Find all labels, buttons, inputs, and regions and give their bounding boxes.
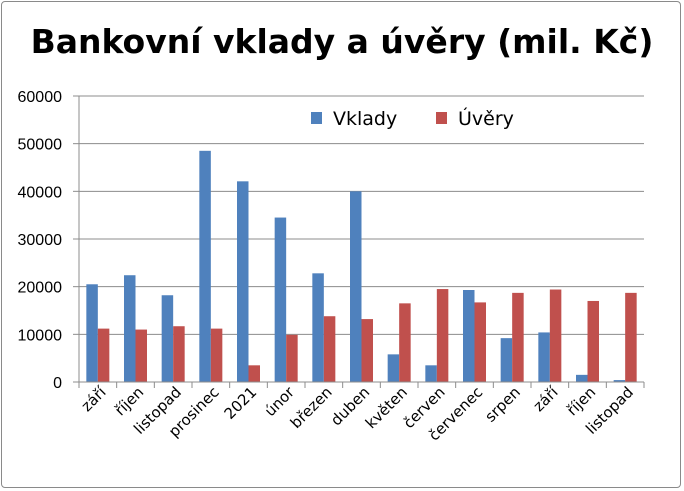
y-tick-label: 40000 bbox=[18, 184, 63, 201]
bar-uvery bbox=[173, 326, 185, 382]
y-tick-label: 60000 bbox=[18, 89, 63, 106]
bar-uvery bbox=[210, 328, 223, 382]
bar-uvery bbox=[361, 319, 373, 382]
x-tick-label: březen bbox=[287, 383, 336, 432]
bar-uvery bbox=[286, 334, 298, 382]
bar-uvery bbox=[97, 328, 110, 382]
bar-vklady bbox=[425, 365, 437, 382]
bar-uvery bbox=[512, 292, 524, 382]
bar-uvery bbox=[323, 316, 336, 382]
legend-label: Úvěry bbox=[458, 106, 514, 130]
legend-swatch bbox=[436, 112, 447, 124]
bar-vklady bbox=[199, 150, 211, 382]
legend-label: Vklady bbox=[333, 108, 397, 130]
bar-vklady bbox=[124, 275, 136, 382]
bar-vklady bbox=[161, 295, 174, 382]
bar-vklady bbox=[613, 380, 626, 382]
bar-vklady bbox=[274, 217, 287, 382]
bar-vklady bbox=[387, 354, 400, 382]
x-tick-label: září bbox=[78, 383, 111, 416]
x-tick-label: 2021 bbox=[221, 383, 261, 423]
y-tick-label: 50000 bbox=[18, 137, 63, 154]
bar-vklady bbox=[237, 181, 249, 382]
legend: Vklady Úvěry bbox=[311, 106, 514, 130]
y-tick-label: 30000 bbox=[18, 232, 63, 249]
bar-vklady bbox=[538, 332, 550, 382]
bar-vklady bbox=[312, 273, 324, 382]
bar-vklady bbox=[463, 290, 475, 382]
bar-uvery bbox=[587, 300, 599, 382]
legend-swatch bbox=[311, 112, 322, 124]
chart-title: Bankovní vklady a úvěry (mil. Kč) bbox=[31, 22, 654, 61]
y-tick-label: 0 bbox=[53, 375, 62, 392]
bar-vklady bbox=[350, 191, 362, 382]
bar-uvery bbox=[436, 289, 449, 382]
bar-uvery bbox=[399, 303, 411, 382]
x-tick-label: září bbox=[530, 383, 563, 416]
y-tick-labels: 0 10000 20000 30000 40000 50000 60000 bbox=[18, 89, 63, 392]
bar-uvery bbox=[625, 292, 637, 382]
bar-vklady bbox=[576, 374, 588, 382]
bars bbox=[86, 150, 637, 382]
y-tick-label: 20000 bbox=[18, 280, 63, 297]
bar-uvery bbox=[549, 289, 562, 382]
x-tick-label: srpen bbox=[481, 383, 524, 426]
axes bbox=[78, 96, 645, 388]
y-tick-label: 10000 bbox=[18, 327, 63, 344]
bar-uvery bbox=[248, 365, 260, 382]
bar-vklady bbox=[500, 338, 513, 382]
x-tick-label: květen bbox=[362, 383, 411, 432]
bar-vklady bbox=[86, 284, 98, 382]
bar-uvery bbox=[474, 302, 486, 382]
bar-uvery bbox=[135, 329, 147, 382]
